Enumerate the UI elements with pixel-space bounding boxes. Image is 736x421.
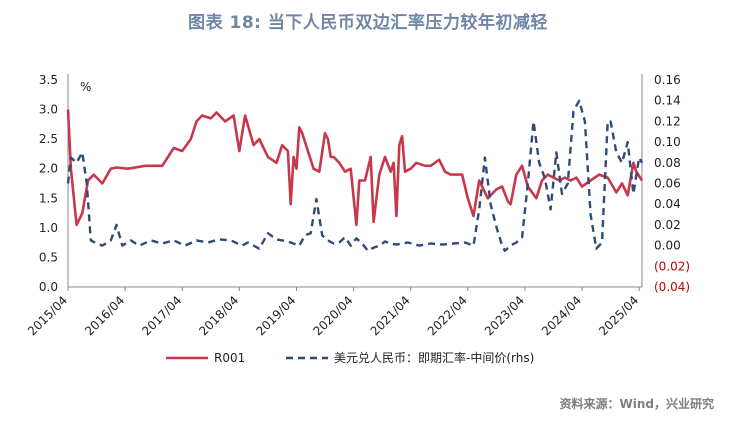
x-tick-label: 2025/04 [596,293,641,338]
left-tick-label: 2.5 [39,132,58,146]
x-tick-label: 2022/04 [425,293,470,338]
legend: R001 美元兑人民币：即期汇率-中间价(rhs) [166,350,534,365]
right-tick-label: 0.06 [654,177,681,191]
left-tick-label: 3.0 [39,103,58,117]
x-tick-label: 2016/04 [82,293,127,338]
x-axis-ticks: 2015/04 2016/04 2017/04 2018/04 2019/04 2020/… [25,293,641,338]
series-group [66,99,644,253]
right-tick-label: 0.08 [654,156,681,170]
right-tick-label: 0.00 [654,239,681,253]
right-tick-label: 0.10 [654,135,681,149]
left-axis-ticks: 0.0 0.5 1.0 1.5 2.0 2.5 3.0 3.5 [39,73,58,294]
source-note: 资料来源：Wind，兴业研究 [559,397,714,411]
right-tick-label: 0.04 [654,197,681,211]
left-tick-label: 1.0 [39,221,58,235]
right-tick-label: 0.14 [654,94,681,108]
left-tick-label: 0.0 [39,280,58,294]
left-tick-label: 3.5 [39,73,58,87]
x-tick-label: 2021/04 [368,293,413,338]
right-tick-label: 0.12 [654,114,681,128]
x-tick-label: 2015/04 [25,293,70,338]
right-tick-label: (0.04) [654,280,690,294]
right-tick-label: 0.02 [654,218,681,232]
x-tick-label: 2018/04 [196,293,241,338]
legend-label-r001: R001 [214,351,245,365]
chart-title: 图表 18: 当下人民币双边汇率压力较年初减轻 [188,13,548,33]
y-unit-label: % [80,80,91,94]
x-tick-label: 2024/04 [539,293,584,338]
legend-label-fx: 美元兑人民币：即期汇率-中间价(rhs) [334,350,534,365]
x-tick-label: 2017/04 [139,293,184,338]
x-tick-label: 2019/04 [253,293,298,338]
series-line-fx-spread [66,99,644,253]
axes [67,74,643,291]
x-tick-label: 2023/04 [482,293,527,338]
left-tick-label: 1.5 [39,191,58,205]
right-tick-label: 0.16 [654,73,681,87]
left-tick-label: 0.5 [39,250,58,264]
right-axis-ticks: (0.04) (0.02) 0.00 0.02 0.04 0.06 0.08 0.10 0.12… [654,73,690,294]
series-line-r001 [66,109,644,227]
left-tick-label: 2.0 [39,162,58,176]
right-tick-label: (0.02) [654,259,690,273]
x-tick-label: 2020/04 [311,293,356,338]
